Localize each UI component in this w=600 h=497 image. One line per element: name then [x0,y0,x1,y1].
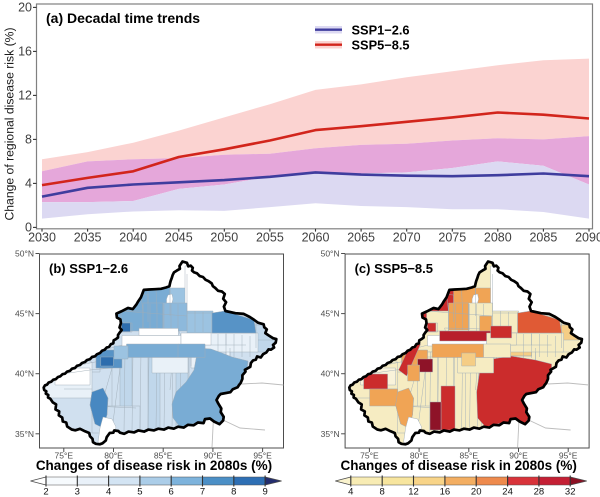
svg-text:80°E: 80°E [410,451,429,461]
svg-text:(a) Decadal time trends: (a) Decadal time trends [46,10,200,26]
svg-text:16: 16 [440,487,451,497]
svg-text:24: 24 [502,487,513,497]
svg-text:2075: 2075 [438,231,466,245]
svg-text:(b) SSP1−2.6: (b) SSP1−2.6 [49,261,128,276]
svg-text:85°E: 85°E [154,451,173,461]
svg-text:Change of regional disease ris: Change of regional disease risk (%) [3,27,17,220]
svg-text:90°E: 90°E [509,451,528,461]
svg-text:4: 4 [106,487,111,497]
svg-text:35°N: 35°N [321,429,340,439]
svg-text:SSP5−8.5: SSP5−8.5 [352,38,410,53]
svg-text:2030: 2030 [28,231,56,245]
svg-text:95°E: 95°E [253,451,272,461]
svg-text:(c) SSP5−8.5: (c) SSP5−8.5 [355,261,433,276]
svg-text:2065: 2065 [347,231,375,245]
svg-text:95°E: 95°E [559,451,578,461]
svg-text:20: 20 [471,487,482,497]
svg-text:12: 12 [408,487,419,497]
svg-text:2090: 2090 [575,231,600,245]
svg-text:8: 8 [380,487,385,497]
svg-text:28: 28 [534,487,545,497]
svg-text:0: 0 [25,221,32,235]
svg-text:2055: 2055 [256,231,284,245]
svg-text:2050: 2050 [210,231,238,245]
svg-text:2040: 2040 [119,231,147,245]
svg-text:4: 4 [25,177,32,191]
svg-text:4: 4 [348,487,353,497]
svg-text:2: 2 [43,487,48,497]
svg-text:2080: 2080 [484,231,512,245]
svg-text:2070: 2070 [393,231,421,245]
svg-text:8: 8 [231,487,236,497]
svg-text:SSP1−2.6: SSP1−2.6 [352,23,410,38]
svg-text:40°N: 40°N [15,369,34,379]
svg-text:50°N: 50°N [15,249,34,259]
svg-text:6: 6 [169,487,174,497]
svg-text:12: 12 [18,89,32,103]
svg-text:32: 32 [565,487,576,497]
svg-text:Changes of disease risk in 208: Changes of disease risk in 2080s (%) [341,458,577,473]
svg-text:9: 9 [262,487,267,497]
svg-text:2045: 2045 [165,231,193,245]
svg-text:2060: 2060 [302,231,330,245]
svg-text:85°E: 85°E [460,451,479,461]
svg-text:8: 8 [25,133,32,147]
svg-text:45°N: 45°N [321,309,340,319]
svg-text:16: 16 [18,45,32,59]
svg-text:45°N: 45°N [15,309,34,319]
svg-text:5: 5 [137,487,142,497]
svg-text:20: 20 [18,1,32,15]
svg-text:80°E: 80°E [104,451,123,461]
svg-text:75°E: 75°E [55,451,74,461]
svg-text:3: 3 [75,487,80,497]
svg-text:Changes of disease risk in 208: Changes of disease risk in 2080s (%) [36,458,272,473]
svg-text:40°N: 40°N [321,369,340,379]
svg-text:75°E: 75°E [360,451,379,461]
svg-text:7: 7 [200,487,205,497]
svg-text:50°N: 50°N [321,249,340,259]
svg-text:35°N: 35°N [15,429,34,439]
svg-text:90°E: 90°E [204,451,223,461]
svg-text:2035: 2035 [74,231,102,245]
svg-text:2085: 2085 [529,231,557,245]
